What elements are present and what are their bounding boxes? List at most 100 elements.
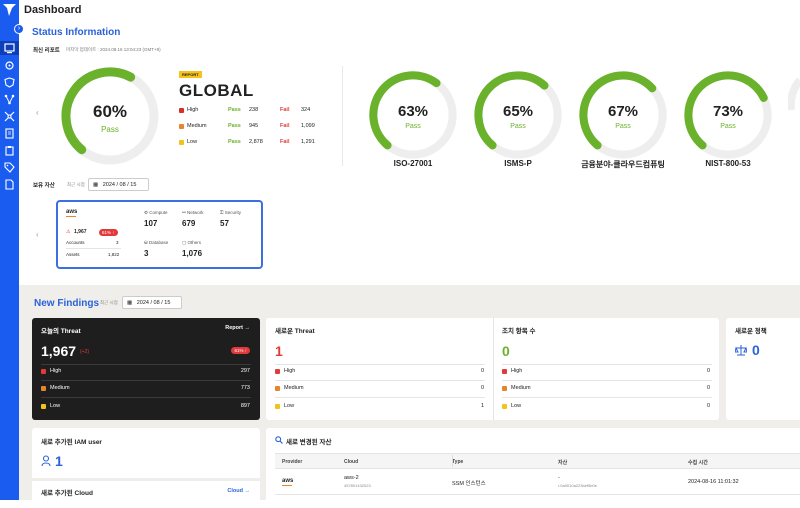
- row-value: 297: [240, 368, 250, 374]
- row-value: 1: [480, 403, 484, 409]
- column-header: Type: [452, 459, 464, 465]
- fail-count: 324: [301, 107, 311, 113]
- global-title: GLOBAL: [179, 81, 254, 100]
- actions-count: 0: [502, 343, 510, 359]
- changed-assets-card: 새로 변경된 자산 Provider Cloud Type 자산 수집 시간 a…: [266, 428, 800, 508]
- framework-percent: 63%: [397, 103, 429, 120]
- global-gauge: 60% Pass: [60, 66, 160, 166]
- new-policy-card: 새로운 정책 0: [726, 318, 800, 420]
- framework-gauge-nist[interactable]: 73% Pass NIST-800-53: [683, 70, 773, 168]
- row-value: 773: [240, 385, 250, 391]
- framework-gauge-finance[interactable]: 67% Pass 금융분야-클라우드컴퓨팅: [578, 70, 668, 169]
- framework-gauge-arc: [474, 71, 549, 150]
- time-cell: 2024-08-16 11:01:32: [688, 479, 739, 485]
- pass-count: 2,878: [249, 139, 263, 145]
- medium-dot: [502, 386, 507, 391]
- last-updated-text: 마지막 업데이트 : 2024.08.16 13:04:23 (GMT+9): [66, 47, 161, 52]
- global-row-low: Low Pass 2,878 Fail 1,291: [179, 138, 324, 148]
- framework-gauge-ring: [684, 71, 772, 159]
- new-threat-count: 1: [275, 343, 283, 359]
- report-badge: REPORT: [179, 71, 202, 78]
- alert-percent-badge: 61% ↑: [99, 229, 118, 236]
- asset-cell: -: [558, 475, 560, 481]
- clipboard-icon[interactable]: [4, 145, 15, 156]
- framework-percent: 67%: [607, 103, 639, 120]
- assets-prev-icon[interactable]: ‹: [36, 230, 39, 239]
- carousel-prev-icon[interactable]: ‹: [36, 108, 39, 117]
- calendar-icon: ▦: [93, 182, 99, 188]
- framework-gauge-iso[interactable]: 63% Pass ISO-27001: [368, 70, 458, 168]
- pass-count: 945: [249, 123, 259, 129]
- framework-gauge-ring: [369, 71, 457, 159]
- row-label: High: [50, 368, 62, 374]
- global-pass-label: Pass: [101, 125, 119, 134]
- column-header: Cloud: [344, 459, 359, 465]
- divider: [502, 397, 712, 398]
- framework-name: 금융분야-클라우드컴퓨팅: [581, 160, 665, 169]
- workflow-icon[interactable]: [4, 111, 15, 122]
- new-policy-title: 새로운 정책: [735, 328, 767, 335]
- framework-name: ISMS-P: [504, 159, 532, 168]
- iam-title: 새로 추가된 IAM user: [41, 439, 102, 446]
- network-icon[interactable]: [4, 94, 15, 105]
- framework-pass-label: Pass: [615, 123, 631, 130]
- shield-icon[interactable]: [4, 77, 15, 88]
- accounts-value: 3: [116, 240, 119, 245]
- severity-name: Low: [187, 139, 198, 145]
- others-label: ▢ Others: [182, 240, 202, 245]
- network-value: 679: [182, 219, 196, 228]
- framework-gauge-ring: [474, 71, 562, 159]
- page-title: Dashboard: [24, 4, 82, 16]
- high-dot: [275, 369, 280, 374]
- assets-date-value: 2024 / 08 / 15: [102, 182, 137, 188]
- network-label: ⚯ Network: [182, 210, 204, 215]
- divider: [275, 397, 485, 398]
- report-link[interactable]: Report →: [225, 325, 250, 331]
- row-label: Medium: [50, 385, 70, 391]
- database-value: 3: [144, 249, 149, 258]
- divider: [41, 380, 251, 381]
- alert-icon: ⚠: [66, 229, 71, 235]
- provider-cell: aws: [282, 478, 294, 484]
- divider: [275, 364, 485, 365]
- row-label: High: [284, 368, 296, 374]
- compute-label: ⚙ Compute: [144, 210, 168, 215]
- table-header: [275, 453, 800, 469]
- aws-asset-card[interactable]: aws ⚠ 1,967 61% ↑ Accounts 3 Assets 1,82…: [56, 200, 263, 269]
- framework-gauge-isms[interactable]: 65% Pass ISMS-P: [473, 70, 563, 168]
- tag-icon[interactable]: [4, 162, 15, 173]
- status-section-title: Status Information: [32, 27, 121, 38]
- dashboard-icon[interactable]: [4, 43, 15, 54]
- settings-icon[interactable]: [4, 60, 15, 71]
- user-icon: [41, 455, 51, 467]
- high-severity-dot: [179, 108, 184, 113]
- global-gauge-ring: [61, 67, 159, 165]
- framework-name: NIST-800-53: [705, 159, 751, 168]
- divider: [41, 364, 251, 365]
- severity-name: Medium: [187, 123, 207, 129]
- row-value: 0: [480, 385, 484, 391]
- row-value: 0: [480, 368, 484, 374]
- divider: [32, 478, 260, 481]
- today-threat-delta: (+2): [80, 349, 90, 355]
- findings-date-picker[interactable]: ▦ 2024 / 08 / 15: [122, 296, 182, 309]
- cloud-link[interactable]: Cloud →: [227, 488, 250, 494]
- high-dot: [41, 369, 46, 374]
- report-icon[interactable]: [4, 128, 15, 139]
- type-cell: SSM 인스턴스: [452, 481, 486, 487]
- row-value: 0: [706, 403, 710, 409]
- framework-percent: 73%: [712, 103, 744, 120]
- low-dot: [502, 404, 507, 409]
- document-icon[interactable]: [4, 179, 15, 190]
- findings-date-label: 최근 시점: [100, 300, 118, 305]
- column-header: 자산: [558, 460, 568, 466]
- iam-cloud-card: 새로 추가된 IAM user 1 새로 추가된 Cloud Cloud →: [32, 428, 260, 508]
- sidebar-toggle-button[interactable]: ›: [14, 24, 24, 34]
- assets-date-picker[interactable]: ▦ 2024 / 08 / 15: [88, 178, 149, 191]
- global-row-medium: Medium Pass 945 Fail 1,099: [179, 122, 324, 132]
- row-label: Low: [511, 403, 522, 409]
- aws-logo-smile: [282, 485, 292, 486]
- topbar: Dashboard: [19, 0, 800, 20]
- fail-label: Fail: [280, 123, 290, 129]
- divider: [342, 66, 343, 166]
